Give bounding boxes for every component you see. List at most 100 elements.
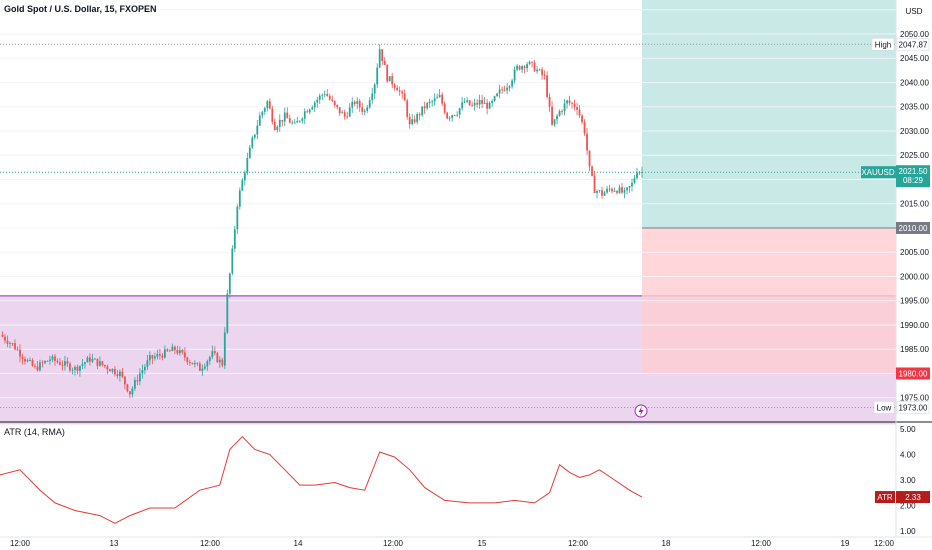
candle-body xyxy=(146,360,149,367)
candle-body xyxy=(348,107,351,117)
candle-body xyxy=(291,122,294,124)
candle-body xyxy=(286,112,289,119)
candle-body xyxy=(136,380,139,382)
candle-body xyxy=(94,358,96,360)
candle-body xyxy=(251,137,254,148)
candle-body xyxy=(198,363,201,371)
candle-body xyxy=(178,349,181,354)
candle-body xyxy=(119,371,121,377)
candle-body xyxy=(496,93,499,97)
candle-body xyxy=(153,356,156,359)
candle-body xyxy=(483,102,486,104)
candle-body xyxy=(34,365,36,367)
candle-body xyxy=(423,106,426,109)
candle-body xyxy=(228,273,231,294)
candle-body xyxy=(29,360,31,361)
candle-body xyxy=(321,94,324,96)
candle-body xyxy=(39,362,41,371)
candle-body xyxy=(49,359,51,361)
candle-body xyxy=(158,354,161,356)
candle-body xyxy=(346,116,349,118)
candle-body xyxy=(526,64,528,69)
candle-body xyxy=(473,102,476,106)
candle-body xyxy=(498,89,501,94)
candle-body xyxy=(343,112,346,117)
candle-body xyxy=(601,190,603,196)
candle-body xyxy=(161,355,164,358)
lightning-icon-glyph xyxy=(638,406,644,416)
atr-y-tick-label: 1.00 xyxy=(900,527,916,536)
candle-body xyxy=(326,94,329,97)
candle-body xyxy=(621,187,623,193)
candle-body xyxy=(168,350,171,352)
candle-body xyxy=(271,108,274,122)
candle-body xyxy=(81,364,84,366)
candle-body xyxy=(231,248,234,274)
candle-body xyxy=(238,190,241,207)
atr-tag-box xyxy=(875,491,895,504)
candle-body xyxy=(363,110,366,112)
candle-body xyxy=(416,114,419,123)
candle-body xyxy=(598,190,601,192)
candle-body xyxy=(266,101,269,109)
candle-body xyxy=(248,147,251,159)
candle-body xyxy=(21,356,24,359)
last-price: 2021.50 xyxy=(899,167,928,176)
candle-body xyxy=(613,191,616,192)
y-tick-label: 2035.00 xyxy=(900,103,929,112)
currency-label: USD xyxy=(906,7,923,16)
candle-body xyxy=(538,69,541,71)
low-value: 1973.00 xyxy=(899,403,928,412)
atr-y-tick-label: 3.00 xyxy=(900,476,916,485)
candle-body xyxy=(361,107,364,112)
candle-body xyxy=(428,101,431,104)
candle-body xyxy=(381,49,384,62)
y-tick-label: 2050.00 xyxy=(900,30,929,39)
candle-body xyxy=(79,365,81,371)
candle-body xyxy=(366,107,369,111)
atr-line xyxy=(0,435,643,524)
candle-body xyxy=(226,293,229,333)
x-tick-label: 13 xyxy=(110,539,119,548)
candle-body xyxy=(373,84,376,94)
high-value: 2047.87 xyxy=(899,40,928,49)
candle-body xyxy=(341,112,344,114)
candle-body xyxy=(578,109,581,116)
candle-body xyxy=(318,95,321,100)
y-tick-label: 2015.00 xyxy=(900,200,929,209)
candle-body xyxy=(618,187,621,193)
candle-body xyxy=(436,97,439,99)
candle-body xyxy=(556,115,558,120)
atr-y-tick-label: 4.00 xyxy=(900,451,916,460)
y-tick-label: 2040.00 xyxy=(900,78,929,87)
candle-body xyxy=(218,359,221,363)
candle-body xyxy=(56,360,59,363)
candle-body xyxy=(336,104,339,108)
candle-body xyxy=(211,351,214,358)
candle-body xyxy=(608,188,611,190)
candle-body xyxy=(476,102,479,105)
y-tick-label: 1975.00 xyxy=(900,394,929,403)
candle-body xyxy=(66,361,69,364)
candle-body xyxy=(74,366,76,370)
candle-body xyxy=(551,106,553,125)
candle-body xyxy=(69,363,71,371)
candle-body xyxy=(593,175,596,193)
candle-body xyxy=(383,61,386,66)
candle-body xyxy=(101,361,104,366)
candle-body xyxy=(446,112,449,119)
candle-body xyxy=(628,186,631,188)
candle-body xyxy=(566,100,568,104)
candle-body xyxy=(151,355,154,359)
candle-body xyxy=(558,111,561,116)
candle-body xyxy=(4,336,6,341)
candle-body xyxy=(323,94,326,95)
candle-body xyxy=(513,69,516,81)
candle-body xyxy=(163,349,166,358)
candle-body xyxy=(546,75,548,97)
atr-y-tick-label: 5.00 xyxy=(900,425,916,434)
candle-body xyxy=(131,388,134,395)
atr-value: 2.33 xyxy=(905,493,921,502)
x-tick-label: 12:00 xyxy=(568,539,589,548)
